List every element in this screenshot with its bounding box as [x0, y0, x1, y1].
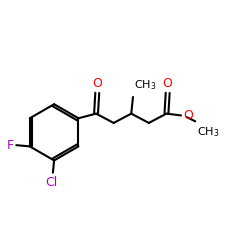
Text: Cl: Cl — [46, 176, 58, 189]
Text: O: O — [163, 78, 172, 90]
Text: CH$_3$: CH$_3$ — [134, 78, 157, 92]
Text: CH$_3$: CH$_3$ — [197, 125, 220, 139]
Text: F: F — [7, 139, 14, 152]
Text: O: O — [183, 110, 193, 122]
Text: O: O — [92, 78, 102, 90]
